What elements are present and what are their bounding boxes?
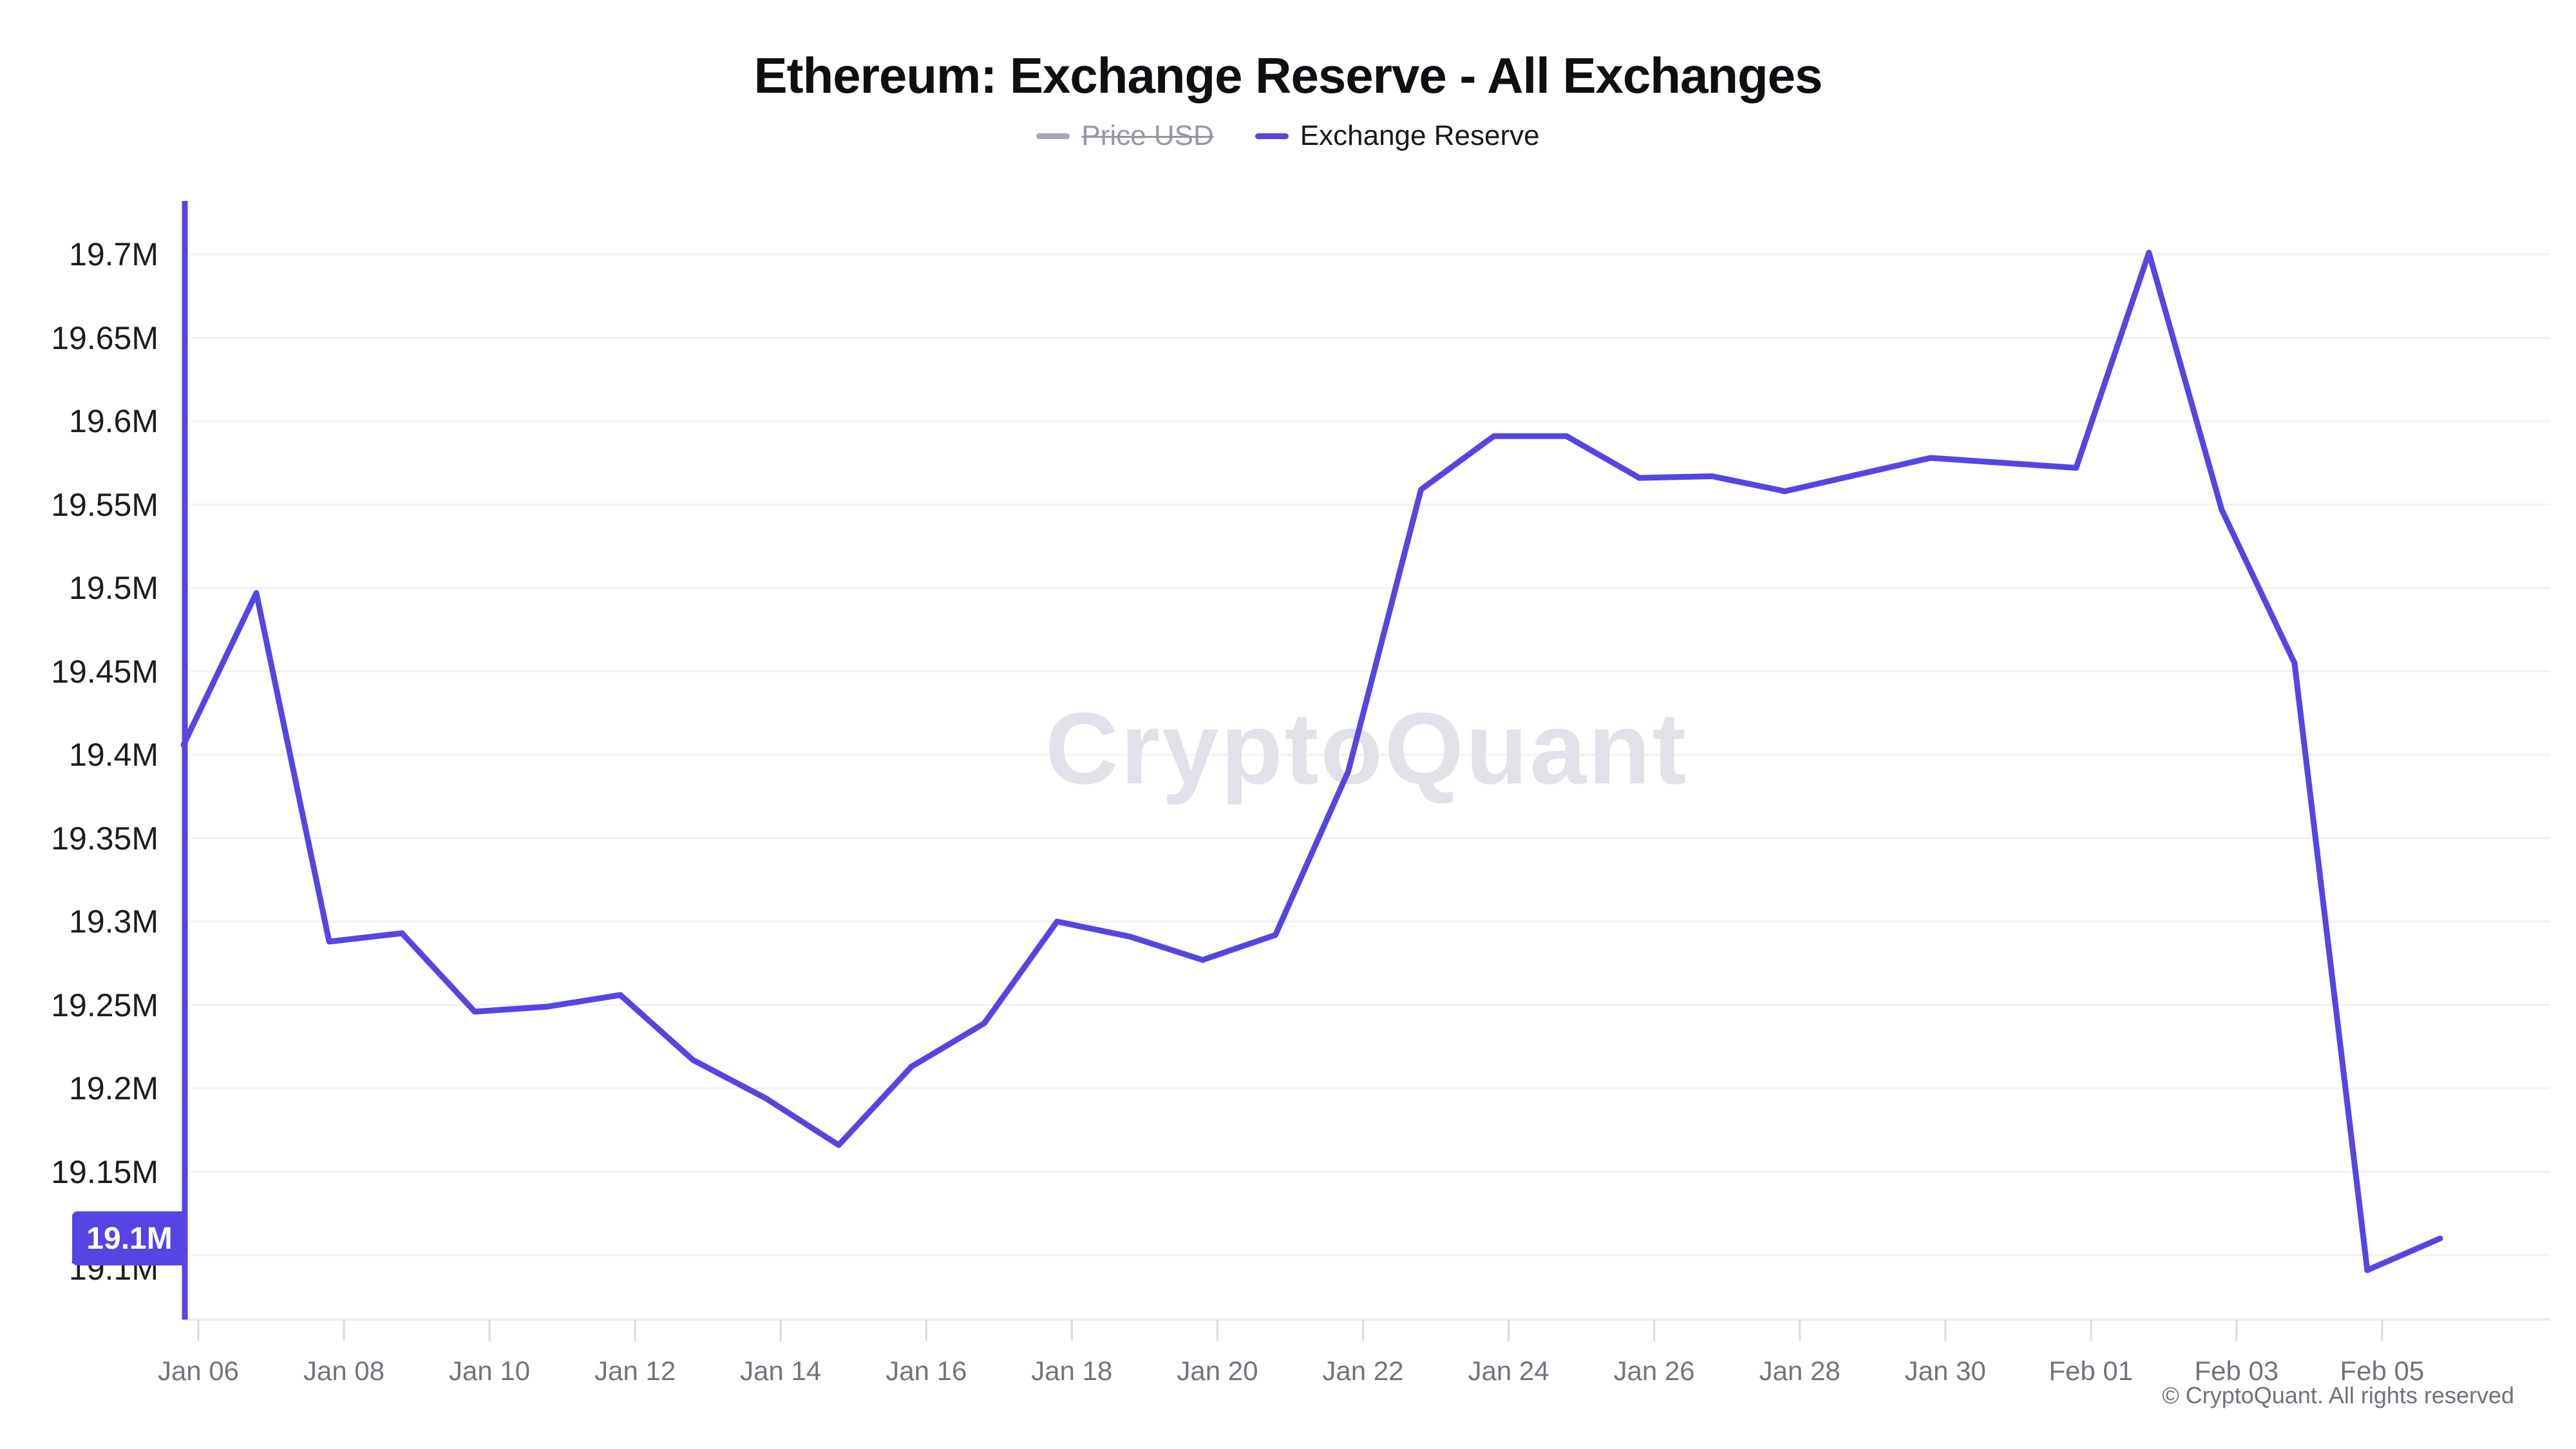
y-axis-tick-label: 19.2M bbox=[69, 1070, 158, 1106]
y-axis-tick-label: 19.5M bbox=[69, 570, 158, 606]
x-axis-tick-label: Jan 06 bbox=[157, 1356, 240, 1386]
legend-item-price-usd[interactable]: Price USD bbox=[1036, 120, 1214, 152]
legend-item-label: Price USD bbox=[1081, 120, 1214, 151]
legend-item-label: Exchange Reserve bbox=[1300, 120, 1540, 151]
y-axis-tick-label: 19.3M bbox=[69, 904, 158, 940]
x-axis-tick-label: Feb 05 bbox=[2340, 1356, 2425, 1386]
y-axis-tick-label: 19.45M bbox=[51, 653, 158, 690]
legend-item-exchange-reserve[interactable]: Exchange Reserve bbox=[1255, 120, 1540, 152]
y-axis-tick-label: 19.55M bbox=[51, 486, 158, 523]
y-axis-tick-label: 19.4M bbox=[69, 737, 158, 773]
x-axis-tick-label: Jan 28 bbox=[1759, 1356, 1841, 1386]
y-axis-tick-label: 19.15M bbox=[51, 1153, 158, 1190]
x-axis-tick-label: Jan 20 bbox=[1177, 1356, 1258, 1386]
x-axis-tick-label: Feb 01 bbox=[2049, 1356, 2134, 1386]
current-value-badge: 19.1M bbox=[72, 1211, 187, 1266]
legend-dash-icon bbox=[1255, 133, 1289, 139]
x-axis-tick-label: Jan 08 bbox=[303, 1356, 385, 1386]
x-axis-tick-label: Jan 18 bbox=[1031, 1356, 1113, 1386]
x-axis-tick-label: Jan 16 bbox=[886, 1356, 967, 1386]
x-axis-tick-label: Feb 03 bbox=[2194, 1356, 2279, 1386]
x-axis-tick-label: Jan 10 bbox=[449, 1356, 531, 1386]
exchange-reserve-line bbox=[180, 249, 2443, 1273]
y-axis-tick-label: 19.35M bbox=[51, 820, 158, 857]
copyright-text: © CryptoQuant. All rights reserved bbox=[2162, 1382, 2514, 1408]
x-axis-tick-label: Jan 24 bbox=[1468, 1356, 1549, 1386]
x-axis-tick-label: Jan 30 bbox=[1904, 1356, 1986, 1386]
y-axis-tick-label: 19.25M bbox=[51, 987, 158, 1023]
y-axis-tick-label: 19.65M bbox=[51, 319, 158, 356]
legend-dash-icon bbox=[1036, 133, 1070, 139]
chart-legend: Price USD Exchange Reserve bbox=[0, 120, 2576, 152]
y-axis-tick-label: 19.6M bbox=[69, 403, 158, 439]
x-axis-tick-label: Jan 14 bbox=[740, 1356, 822, 1386]
x-axis-tick-label: Jan 26 bbox=[1613, 1356, 1695, 1386]
page-title: Ethereum: Exchange Reserve - All Exchang… bbox=[753, 47, 1823, 104]
y-axis-tick-label: 19.7M bbox=[69, 236, 158, 272]
x-axis-tick-label: Jan 22 bbox=[1322, 1356, 1404, 1386]
x-axis-tick-label: Jan 12 bbox=[594, 1356, 676, 1386]
